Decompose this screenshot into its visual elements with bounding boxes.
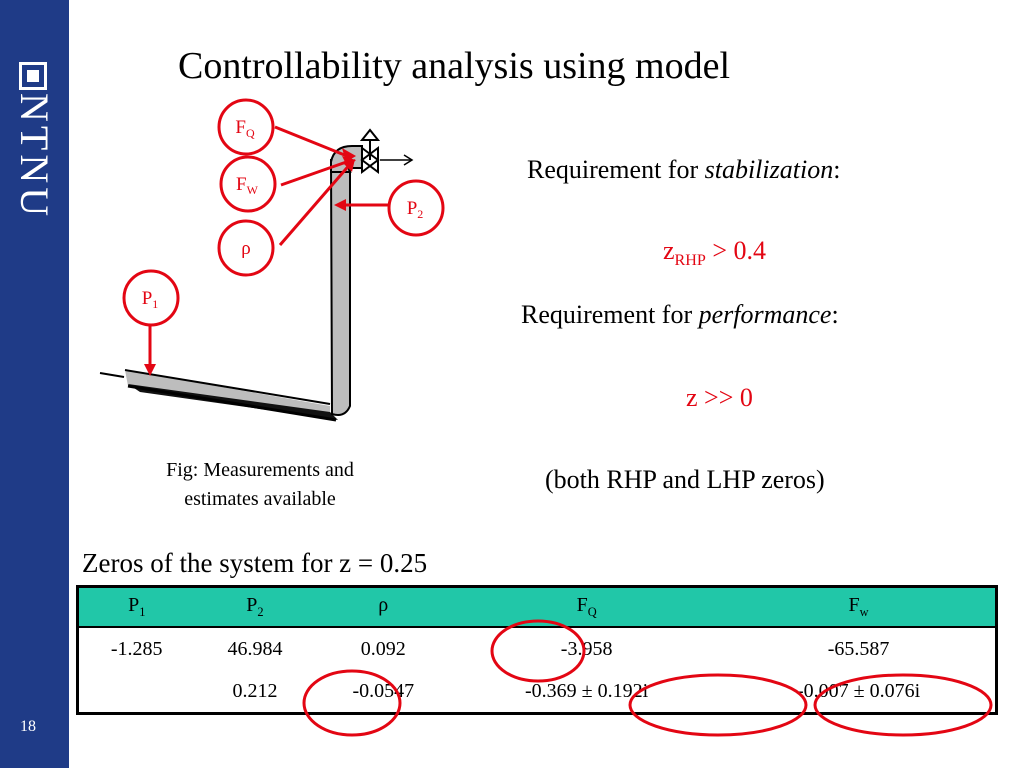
performance-condition: z >> 0 <box>686 383 753 412</box>
table-cell: -1.285 <box>110 637 163 660</box>
p2-label: P2 <box>407 198 424 221</box>
fq-label: FQ <box>235 117 255 140</box>
highlight-fq-complex <box>628 673 808 737</box>
stabilization-condition: zRHP > 0.4 <box>663 236 767 270</box>
fw-label-circle <box>219 155 277 213</box>
highlight-fw-complex <box>813 673 993 737</box>
table-cell: 0.092 <box>360 637 406 660</box>
table-cell: 46.984 <box>227 637 283 660</box>
header-p1: P1 <box>77 586 195 628</box>
table-header-row: P1 P2 ρ FQ Fw <box>77 586 997 628</box>
rho-label: ρ <box>241 238 250 259</box>
zeros-title: Zeros of the system for z = 0.25 <box>82 548 428 578</box>
rho-label-circle <box>217 219 275 277</box>
table-cell: -3.958 <box>560 637 613 660</box>
header-rho: ρ <box>315 586 452 628</box>
header-fw: Fw <box>722 586 997 628</box>
fw-label: FW <box>236 174 259 197</box>
p2-label-circle <box>387 179 445 237</box>
table-cell: -0.369 ± 0.192i <box>525 679 649 702</box>
highlight-rho-positive <box>490 619 586 683</box>
fq-label-circle <box>217 98 275 156</box>
header-fq: FQ <box>451 586 723 628</box>
p1-label: P1 <box>142 288 159 311</box>
p1-label-circle <box>122 269 180 327</box>
table-row: -1.285 46.984 0.092 -3.958 -65.587 <box>78 627 997 670</box>
sidebar: NTNU 18 <box>0 0 69 768</box>
table-row: 0.212 -0.0547 -0.369 ± 0.192i -0.007 ± 0… <box>78 670 997 714</box>
riser-pipe <box>329 159 351 416</box>
ntnu-logo-icon <box>19 62 47 90</box>
table-cell: 0.212 <box>232 679 278 702</box>
zeros-table: P1 P2 ρ FQ Fw -1.285 46.984 0.092 -3.958… <box>76 585 998 715</box>
slide-title: Controllability analysis using model <box>178 45 731 87</box>
table-cell: -65.587 <box>827 637 890 660</box>
highlight-p2-positive <box>302 669 402 737</box>
page-number: 18 <box>20 718 36 735</box>
performance-requirement: Requirement for performance: <box>521 300 839 329</box>
zeros-note: (both RHP and LHP zeros) <box>545 465 825 494</box>
header-p2: P2 <box>194 586 316 628</box>
table-cell: -0.007 ± 0.076i <box>796 679 921 702</box>
figure-caption: Fig: Measurements and estimates availabl… <box>166 459 354 510</box>
stabilization-requirement: Requirement for stabilization: <box>527 155 841 184</box>
